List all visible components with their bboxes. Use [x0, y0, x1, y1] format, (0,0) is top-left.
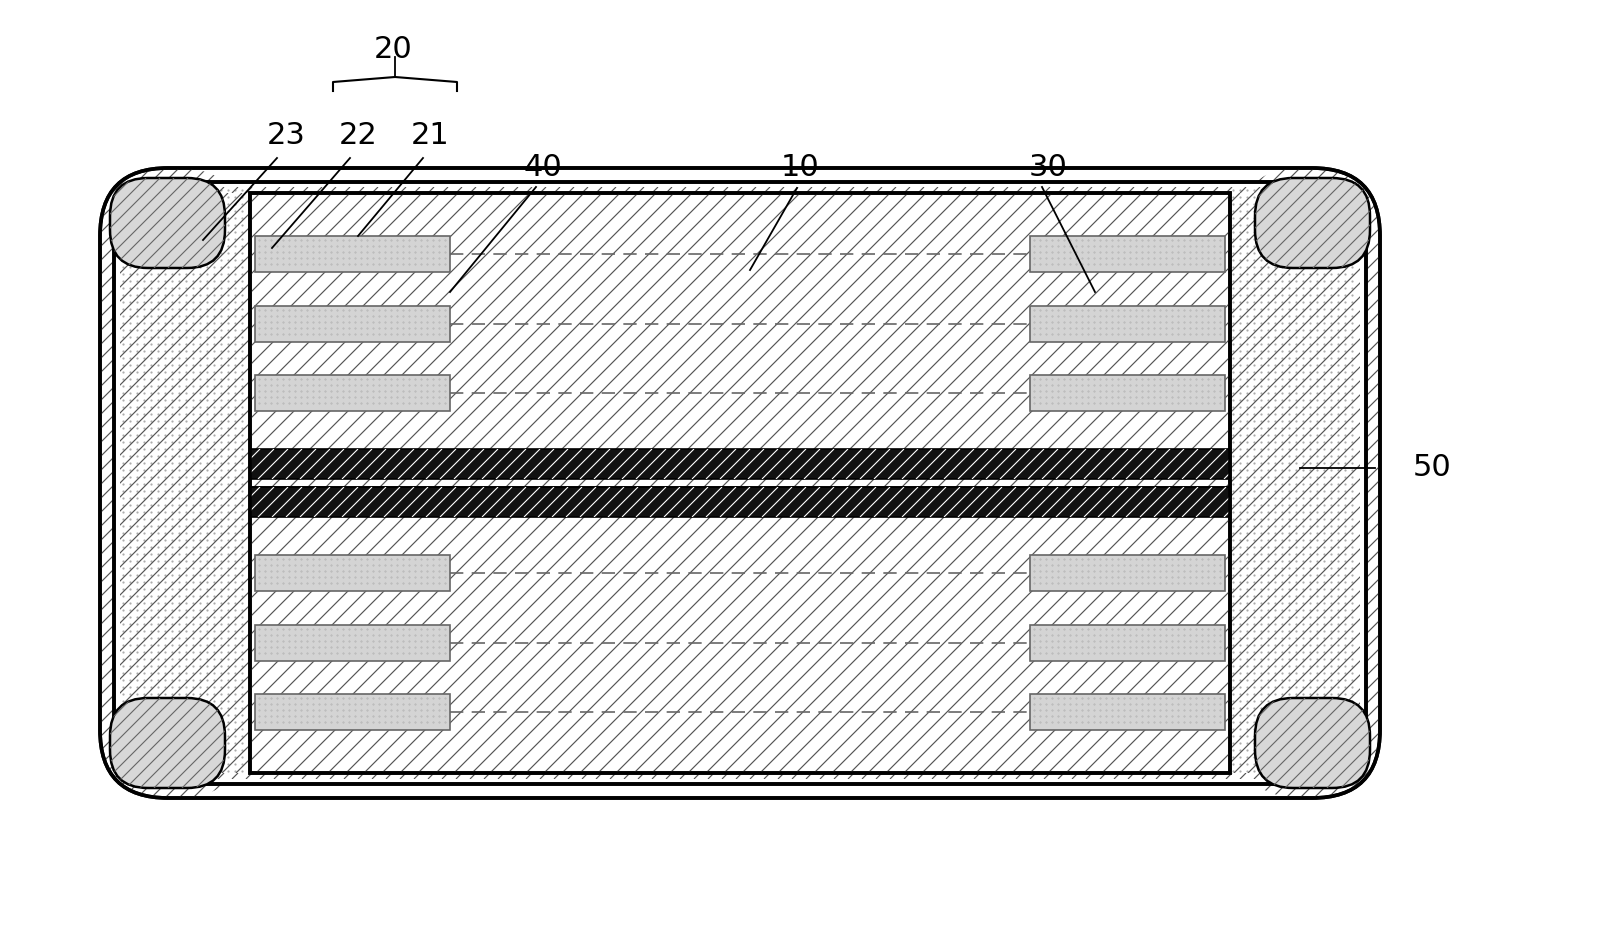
Bar: [1030, 555, 1225, 592]
Bar: [256, 236, 450, 272]
Text: 40: 40: [524, 154, 562, 183]
Bar: [1030, 694, 1225, 730]
Bar: [256, 374, 450, 411]
Text: 30: 30: [1028, 154, 1067, 183]
Bar: [1030, 624, 1225, 661]
Bar: [251, 449, 1229, 479]
Bar: [1030, 374, 1225, 411]
FancyBboxPatch shape: [1255, 698, 1371, 788]
FancyBboxPatch shape: [100, 168, 1380, 798]
Text: 10: 10: [781, 154, 820, 183]
Bar: [1030, 236, 1225, 272]
Text: 22: 22: [339, 121, 378, 150]
Text: 50: 50: [1413, 454, 1451, 482]
FancyBboxPatch shape: [1255, 178, 1371, 268]
Bar: [251, 487, 1229, 517]
Bar: [256, 624, 450, 661]
Bar: [1030, 305, 1225, 342]
Text: 21: 21: [411, 121, 450, 150]
Bar: [256, 694, 450, 730]
Bar: [256, 555, 450, 592]
FancyBboxPatch shape: [109, 698, 225, 788]
FancyBboxPatch shape: [109, 178, 225, 268]
Text: 23: 23: [267, 121, 305, 150]
Bar: [256, 305, 450, 342]
Bar: [251, 193, 1229, 773]
FancyBboxPatch shape: [114, 182, 1366, 784]
Bar: [251, 193, 1229, 773]
Text: 20: 20: [373, 36, 413, 65]
